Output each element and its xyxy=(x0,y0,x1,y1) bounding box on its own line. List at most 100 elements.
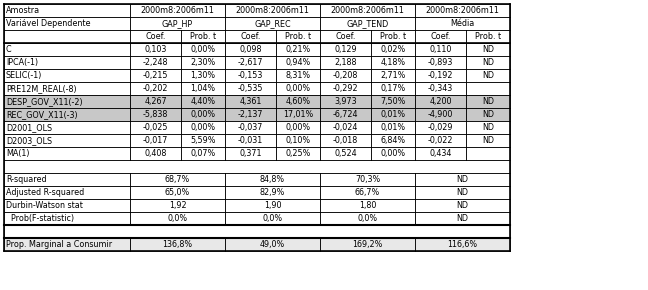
Text: 7,50%: 7,50% xyxy=(380,97,406,106)
Bar xyxy=(320,95,371,108)
Bar xyxy=(130,238,225,251)
Text: ND: ND xyxy=(482,58,494,67)
Text: 8,31%: 8,31% xyxy=(285,71,310,80)
Bar xyxy=(4,238,130,251)
Text: Prop. Marginal a Consumir: Prop. Marginal a Consumir xyxy=(6,240,112,249)
Text: ND: ND xyxy=(482,110,494,119)
Text: GAP_TEND: GAP_TEND xyxy=(347,19,389,28)
Text: 0,00%: 0,00% xyxy=(191,123,216,132)
Bar xyxy=(371,108,415,121)
Text: 0,098: 0,098 xyxy=(239,45,262,54)
Text: -0,025: -0,025 xyxy=(143,123,168,132)
Text: 0,00%: 0,00% xyxy=(191,45,216,54)
Text: -0,202: -0,202 xyxy=(143,84,168,93)
Text: 0,0%: 0,0% xyxy=(358,214,378,223)
Text: Prob. t: Prob. t xyxy=(285,32,311,41)
Text: 0,103: 0,103 xyxy=(145,45,167,54)
Text: 2000m8:2006m11: 2000m8:2006m11 xyxy=(141,6,214,15)
Text: -0,192: -0,192 xyxy=(428,71,453,80)
Text: -0,153: -0,153 xyxy=(238,71,263,80)
Text: 0,07%: 0,07% xyxy=(191,149,216,158)
Text: 4,60%: 4,60% xyxy=(285,97,310,106)
Bar xyxy=(276,95,320,108)
Text: 2000m8:2006m11: 2000m8:2006m11 xyxy=(236,6,310,15)
Text: 68,7%: 68,7% xyxy=(165,175,190,184)
Text: 2000m8:2006m11: 2000m8:2006m11 xyxy=(330,6,404,15)
Text: -0,024: -0,024 xyxy=(333,123,358,132)
Text: 4,18%: 4,18% xyxy=(380,58,406,67)
Text: -0,031: -0,031 xyxy=(238,136,263,145)
Text: 136,8%: 136,8% xyxy=(163,240,192,249)
Text: PRE12M_REAL(-8): PRE12M_REAL(-8) xyxy=(6,84,76,93)
Text: DESP_GOV_X11(-2): DESP_GOV_X11(-2) xyxy=(6,97,83,106)
Text: -0,029: -0,029 xyxy=(428,123,453,132)
Text: Prob. t: Prob. t xyxy=(475,32,501,41)
Text: 0,00%: 0,00% xyxy=(380,149,406,158)
Text: -0,893: -0,893 xyxy=(428,58,453,67)
Bar xyxy=(225,108,276,121)
Text: -4,900: -4,900 xyxy=(428,110,453,119)
Bar xyxy=(415,238,510,251)
Bar xyxy=(4,95,130,108)
Text: Coef.: Coef. xyxy=(430,32,451,41)
Text: MA(1): MA(1) xyxy=(6,149,30,158)
Bar xyxy=(466,108,510,121)
Text: ND: ND xyxy=(482,45,494,54)
Text: 1,04%: 1,04% xyxy=(191,84,216,93)
Bar xyxy=(276,108,320,121)
Text: ND: ND xyxy=(482,123,494,132)
Text: Prob. t: Prob. t xyxy=(190,32,216,41)
Text: 0,21%: 0,21% xyxy=(285,45,310,54)
Text: -5,838: -5,838 xyxy=(143,110,168,119)
Bar xyxy=(320,238,415,251)
Text: ND: ND xyxy=(482,136,494,145)
Text: ND: ND xyxy=(456,201,469,210)
Text: -0,535: -0,535 xyxy=(238,84,263,93)
Text: -0,208: -0,208 xyxy=(333,71,358,80)
Text: Durbin-Watson stat: Durbin-Watson stat xyxy=(6,201,83,210)
Text: D2003_OLS: D2003_OLS xyxy=(6,136,52,145)
Text: Média: Média xyxy=(450,19,474,28)
Text: 0,25%: 0,25% xyxy=(285,149,310,158)
Text: 0,94%: 0,94% xyxy=(285,58,310,67)
Text: 82,9%: 82,9% xyxy=(260,188,285,197)
Text: 5,59%: 5,59% xyxy=(191,136,216,145)
Text: 49,0%: 49,0% xyxy=(260,240,285,249)
Text: 0,01%: 0,01% xyxy=(380,123,406,132)
Text: -0,022: -0,022 xyxy=(428,136,453,145)
Bar xyxy=(181,95,225,108)
Text: Coef.: Coef. xyxy=(335,32,356,41)
Text: 4,200: 4,200 xyxy=(429,97,452,106)
Text: 1,80: 1,80 xyxy=(359,201,376,210)
Text: -2,617: -2,617 xyxy=(238,58,263,67)
Text: 0,110: 0,110 xyxy=(430,45,452,54)
Bar xyxy=(130,108,181,121)
Text: GAP_REC: GAP_REC xyxy=(254,19,291,28)
Text: 2,188: 2,188 xyxy=(334,58,357,67)
Bar xyxy=(371,95,415,108)
Text: 0,01%: 0,01% xyxy=(380,110,406,119)
Text: 0,02%: 0,02% xyxy=(380,45,406,54)
Text: 0,408: 0,408 xyxy=(145,149,167,158)
Bar xyxy=(415,108,466,121)
Text: 1,92: 1,92 xyxy=(168,201,187,210)
Text: IPCA(-1): IPCA(-1) xyxy=(6,58,38,67)
Text: Adjusted R-squared: Adjusted R-squared xyxy=(6,188,84,197)
Bar xyxy=(466,95,510,108)
Text: SELIC(-1): SELIC(-1) xyxy=(6,71,42,80)
Text: 1,90: 1,90 xyxy=(264,201,281,210)
Text: 2,71%: 2,71% xyxy=(380,71,406,80)
Text: 169,2%: 169,2% xyxy=(353,240,383,249)
Text: Prob. t: Prob. t xyxy=(380,32,406,41)
Text: -0,017: -0,017 xyxy=(143,136,168,145)
Bar xyxy=(130,95,181,108)
Text: -0,018: -0,018 xyxy=(333,136,358,145)
Text: C: C xyxy=(6,45,12,54)
Bar xyxy=(4,108,130,121)
Text: 17,01%: 17,01% xyxy=(283,110,313,119)
Text: 4,267: 4,267 xyxy=(145,97,167,106)
Text: D2001_OLS: D2001_OLS xyxy=(6,123,52,132)
Text: Coef.: Coef. xyxy=(240,32,260,41)
Text: ND: ND xyxy=(456,188,469,197)
Text: GAP_HP: GAP_HP xyxy=(162,19,193,28)
